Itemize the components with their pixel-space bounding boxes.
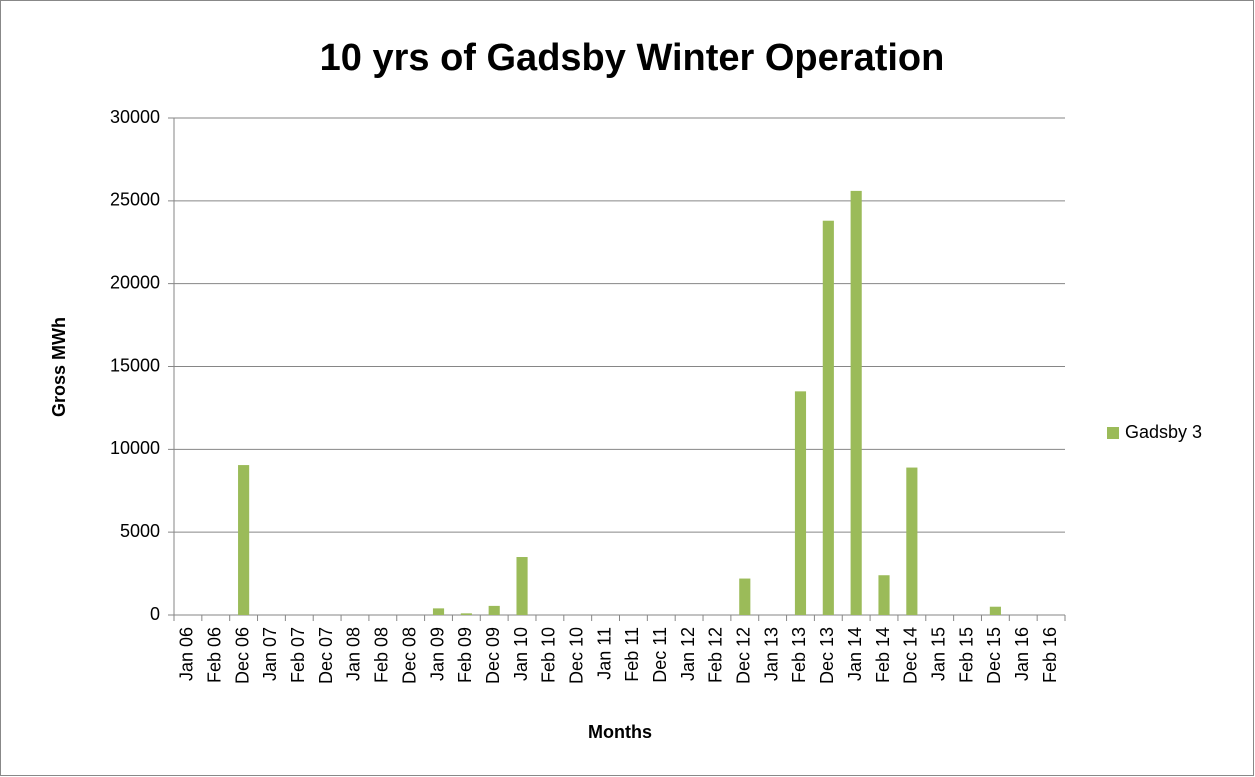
y-tick-label: 25000 <box>110 190 160 210</box>
x-tick-label: Dec 07 <box>316 627 336 684</box>
legend-swatch <box>1107 427 1119 439</box>
x-tick-label: Feb 14 <box>873 627 893 683</box>
bar <box>432 608 445 615</box>
x-tick-label: Dec 11 <box>650 627 670 683</box>
x-tick-label: Feb 16 <box>1040 627 1060 683</box>
y-tick-label: 15000 <box>110 355 160 375</box>
x-tick-label: Jan 14 <box>845 627 865 681</box>
x-tick-label: Dec 09 <box>483 627 503 684</box>
x-tick-label: Dec 14 <box>901 627 921 684</box>
x-tick-label: Jan 10 <box>511 627 531 681</box>
y-tick-label: 20000 <box>110 272 160 292</box>
x-tick-label: Dec 06 <box>232 627 252 684</box>
x-tick-label: Dec 13 <box>817 627 837 684</box>
bar <box>460 613 472 615</box>
bar <box>516 557 528 615</box>
legend-label: Gadsby 3 <box>1125 422 1202 442</box>
x-tick-label: Feb 09 <box>455 627 475 683</box>
x-tick-label: Jan 16 <box>1012 627 1032 681</box>
y-tick-label: 10000 <box>110 438 160 458</box>
chart-title: 10 yrs of Gadsby Winter Operation <box>320 37 945 79</box>
y-tick-label: 5000 <box>120 521 160 541</box>
x-tick-label: Jan 07 <box>260 627 280 681</box>
x-tick-label: Feb 08 <box>372 627 392 683</box>
bar <box>850 190 862 616</box>
x-tick-label: Feb 10 <box>539 627 559 683</box>
bar <box>906 467 918 615</box>
y-axis-label: Gross MWh <box>49 317 69 417</box>
y-tick-label: 30000 <box>110 107 160 127</box>
bar <box>822 220 834 616</box>
x-tick-label: Jan 13 <box>761 627 781 681</box>
x-tick-label: Dec 08 <box>399 627 419 684</box>
x-tick-label: Feb 11 <box>622 627 642 682</box>
x-tick-label: Dec 10 <box>566 627 586 684</box>
x-tick-label: Jan 09 <box>427 627 447 681</box>
bar <box>989 606 1001 615</box>
x-tick-label: Dec 12 <box>734 627 754 684</box>
x-tick-label: Feb 13 <box>789 627 809 683</box>
bar <box>794 391 807 615</box>
x-tick-label: Jan 12 <box>678 627 698 681</box>
y-tick-label: 0 <box>150 604 160 624</box>
x-tick-label: Jan 11 <box>594 627 614 680</box>
bar <box>878 575 890 615</box>
x-tick-label: Jan 08 <box>344 627 364 681</box>
x-tick-label: Feb 15 <box>956 627 976 683</box>
x-tick-label: Feb 12 <box>706 627 726 683</box>
bar <box>739 578 751 615</box>
x-tick-label: Dec 15 <box>984 627 1004 684</box>
x-axis-label: Months <box>588 722 652 742</box>
bar <box>488 605 500 615</box>
x-tick-label: Jan 15 <box>928 627 948 681</box>
x-tick-label: Jan 06 <box>177 627 197 681</box>
x-tick-label: Feb 06 <box>205 627 225 683</box>
bar <box>238 465 250 615</box>
x-tick-label: Feb 07 <box>288 627 308 683</box>
